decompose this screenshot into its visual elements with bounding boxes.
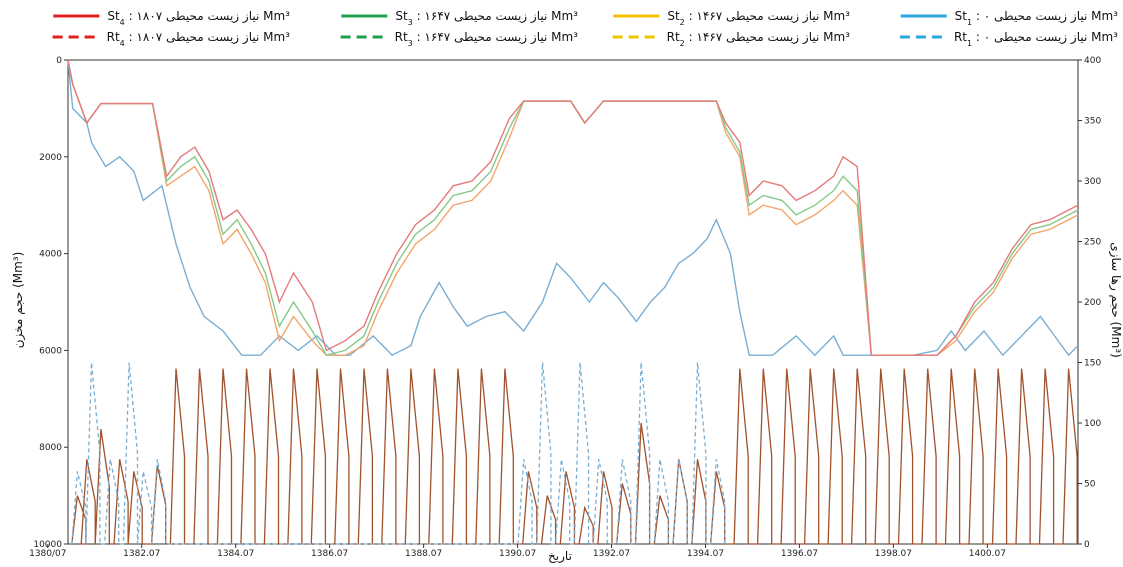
right-tick-label: 200 [1084,298,1101,308]
right-tick-label: 0 [1084,540,1090,550]
right-tick-label: 150 [1084,359,1101,369]
x-tick-label: 1396.07 [781,549,818,559]
x-tick-label: 1388.07 [405,549,442,559]
left-tick-label: 0 [56,56,62,66]
x-tick-label: 1398.07 [875,549,912,559]
left-tick-label: 6000 [39,346,62,356]
x-tick-label: 1384.07 [217,549,254,559]
x-tick-label: 1400.07 [969,549,1006,559]
left-axis-title: حجم مخزن (Mm³) [11,252,26,349]
legend-label-st4: St4 : نیاز زیست محیطی ۱۸۰۷ Mm³ [107,9,290,27]
left-tick-label: 2000 [39,153,62,163]
x-tick-label: 1382.07 [123,549,160,559]
legend-label-st2: St2 : نیاز زیست محیطی ۱۴۶۷ Mm³ [667,9,850,27]
legend-label-rt4: Rt4 : نیاز زیست محیطی ۱۸۰۷ Mm³ [107,30,291,48]
x-tick-label: 1392.07 [593,549,630,559]
storage-line-st4 [67,59,1079,356]
release-line-rt1 [71,362,726,545]
x-axis-title: تاریخ [548,549,572,563]
left-tick-label: 8000 [39,443,62,453]
right-tick-label: 100 [1084,419,1101,429]
right-axis: 0 50 100 150 200 250 300 350 400 [1078,56,1101,550]
release-series-group [71,362,1078,545]
storage-series-group [67,59,1079,357]
legend-label-st1: St1 : نیاز زیست محیطی ۰ Mm³ [955,9,1119,27]
x-tick-label: 1390.07 [499,549,536,559]
right-tick-label: 50 [1084,480,1096,490]
legend-label-rt3: Rt3 : نیاز زیست محیطی ۱۶۴۷ Mm³ [395,30,579,48]
right-axis-title: حجم رها سازی (Mm³) [1108,242,1123,358]
right-tick-label: 250 [1084,238,1101,248]
right-tick-label: 400 [1084,56,1101,66]
release-line-rt4 [71,368,1078,545]
legend-label-rt1: Rt1 : نیاز زیست محیطی ۰ Mm³ [954,30,1118,48]
x-axis: 1380/07 1382.07 1384.07 1386.07 1388.07 1390.… [29,544,1006,559]
legend-label-rt2: Rt2 : نیاز زیست محیطی ۱۴۶۷ Mm³ [667,30,851,48]
x-tick-label: 1386.07 [311,549,348,559]
left-tick-label: 4000 [39,250,62,260]
x-tick-label: 1394.07 [687,549,724,559]
legend: St1 : نیاز زیست محیطی ۰ Mm³ St2 : نیاز زی… [52,9,1119,48]
legend-label-st3: St3 : نیاز زیست محیطی ۱۶۴۷ Mm³ [395,9,578,27]
right-tick-label: 300 [1084,177,1101,187]
right-tick-label: 350 [1084,117,1101,127]
x-tick-label: 1380/07 [29,549,66,559]
